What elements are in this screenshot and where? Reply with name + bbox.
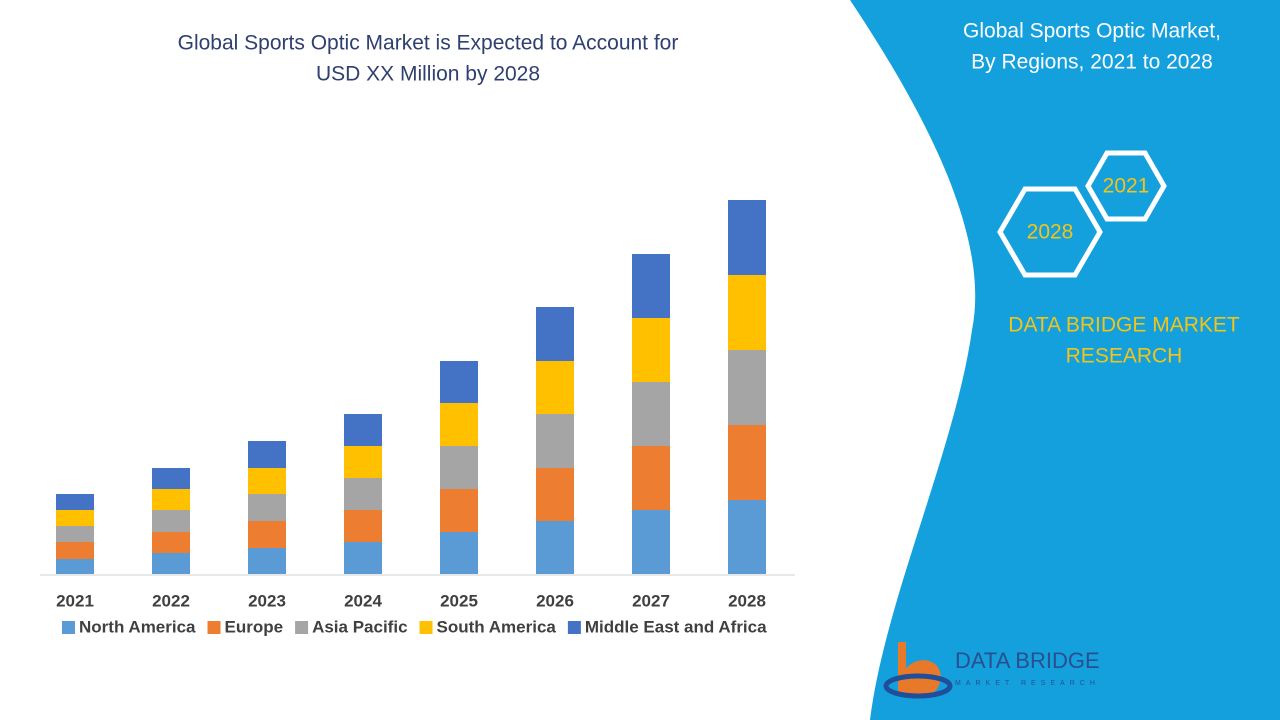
bar-segment — [440, 489, 478, 532]
bar-segment — [440, 446, 478, 489]
panel-title: By Regions, 2021 to 2028 — [971, 51, 1213, 74]
bar-segment — [632, 382, 670, 446]
bar-segment — [152, 468, 190, 489]
bar-segment — [344, 542, 382, 574]
hex-label: 2028 — [1027, 221, 1074, 244]
legend-label: Europe — [225, 617, 284, 636]
bar-segment — [728, 350, 766, 425]
legend-swatch — [419, 621, 433, 634]
hex-label: 2021 — [1103, 175, 1150, 198]
logo-name: DATA BRIDGE — [955, 648, 1100, 673]
bar-segment — [56, 559, 94, 574]
bar-segment — [632, 510, 670, 574]
legend-label: North America — [79, 617, 196, 636]
bar-segment — [152, 510, 190, 532]
chart-title: Global Sports Optic Market is Expected t… — [178, 32, 679, 55]
bar-segment — [248, 548, 286, 574]
bar-segment — [440, 403, 478, 446]
bar-segment — [56, 494, 94, 510]
bar-segment — [344, 414, 382, 446]
bar-segment — [536, 307, 574, 361]
bar-segment — [248, 441, 286, 468]
bar-segment — [56, 526, 94, 542]
x-tick-label: 2022 — [152, 591, 190, 610]
bar-segment — [728, 200, 766, 275]
bar-segment — [728, 275, 766, 350]
brand-text: DATA BRIDGE MARKET — [1008, 314, 1240, 337]
logo-tagline: MARKET RESEARCH — [955, 680, 1100, 687]
bar-segment — [632, 254, 670, 318]
bar-segment — [248, 521, 286, 548]
legend-label: Asia Pacific — [312, 617, 407, 636]
bar-segment — [248, 494, 286, 521]
bar-segment — [152, 553, 190, 574]
bar-segment — [536, 414, 574, 468]
legend-swatch — [567, 621, 581, 634]
x-tick-label: 2021 — [56, 591, 94, 610]
legend-label: Middle East and Africa — [585, 617, 767, 636]
bar-segment — [632, 318, 670, 382]
bar-segment — [56, 510, 94, 526]
bar-segment — [440, 361, 478, 403]
bar-segment — [536, 468, 574, 521]
legend-swatch — [62, 621, 75, 634]
bar-segment — [344, 446, 382, 478]
legend-label: South America — [437, 617, 557, 636]
bar-segment — [536, 521, 574, 574]
x-tick-label: 2027 — [632, 591, 670, 610]
chart-subtitle: USD XX Million by 2028 — [316, 63, 540, 86]
bar-segment — [56, 542, 94, 559]
logo: DATA BRIDGE MARKET RESEARCH — [883, 642, 1100, 699]
bar-segment — [440, 532, 478, 574]
bar-segment — [152, 489, 190, 510]
x-tick-label: 2025 — [440, 591, 478, 610]
bar-segment — [344, 510, 382, 542]
side-panel — [850, 0, 1280, 720]
hexagon — [1085, 150, 1167, 222]
bar-segment — [728, 500, 766, 574]
bar-segment — [344, 478, 382, 510]
legend-swatch — [207, 621, 221, 634]
bar-segment — [248, 468, 286, 494]
x-tick-label: 2026 — [536, 591, 574, 610]
x-tick-label: 2028 — [728, 591, 766, 610]
x-tick-label: 2024 — [344, 591, 382, 610]
hexagon — [997, 186, 1103, 278]
logo-swoosh — [883, 673, 953, 699]
legend-swatch — [295, 621, 309, 634]
logo-mark — [898, 642, 941, 698]
x-tick-label: 2023 — [248, 591, 286, 610]
bar-segment — [728, 425, 766, 500]
bar-segment — [536, 361, 574, 414]
bar-segment — [632, 446, 670, 510]
bar-segment — [152, 532, 190, 553]
brand-text: RESEARCH — [1066, 345, 1183, 368]
panel-title: Global Sports Optic Market, — [963, 20, 1221, 43]
